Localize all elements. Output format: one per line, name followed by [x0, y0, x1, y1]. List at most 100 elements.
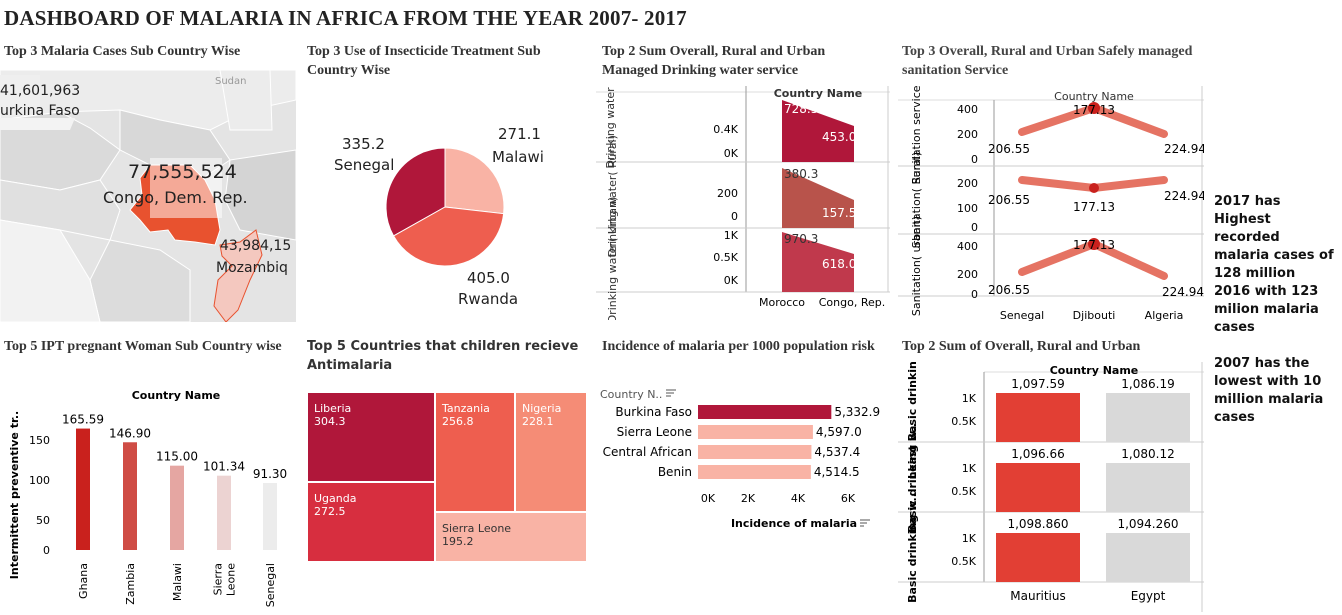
- sort-icon[interactable]: [666, 389, 676, 397]
- incidence-country-label: Sierra Leone: [617, 425, 692, 439]
- incidence-bar[interactable]: [698, 465, 811, 479]
- ipt-category-label: Malawi: [171, 563, 184, 601]
- ipt-bar-chart[interactable]: Country Name Intermittent preventive tr.…: [0, 385, 296, 610]
- basic-r1-tick1: 1K: [962, 392, 977, 405]
- ipt-tick-50: 50: [36, 514, 50, 527]
- basic-r1-v2: 1,086.19: [1121, 377, 1174, 391]
- basic-r3-v2: 1,094.260: [1117, 517, 1178, 531]
- water-x-morocco: Morocco: [759, 296, 805, 309]
- basic-r2-v2: 1,080.12: [1121, 447, 1174, 461]
- incidence-country-label: Benin: [658, 465, 692, 479]
- water-r1-v2: 453.0: [822, 130, 856, 144]
- incidence-xlabel: Incidence of malaria: [731, 517, 857, 530]
- incidence-bar[interactable]: [698, 405, 832, 419]
- treemap-title: Top 5 Countries that children recieve An…: [307, 339, 579, 373]
- water-r2-v1: 380.3: [784, 167, 818, 181]
- water-area-chart[interactable]: Country Name Drinking water 0.4K 0K 728.…: [596, 86, 890, 320]
- ipt-category-label: Sierra: [212, 563, 225, 595]
- dashboard-title: DASHBOARD OF MALARIA IN AFRICA FROM THE …: [4, 6, 687, 30]
- mozambique-region: [213, 229, 263, 322]
- treemap-cell-nigeria[interactable]: Nigeria 228.1: [515, 392, 587, 512]
- ipt-value-label: 115.00: [156, 450, 198, 464]
- note-2016: 2016 with 123 milion malaria cases: [1214, 284, 1319, 335]
- san-x-algeria: Algeria: [1145, 309, 1184, 322]
- ipt-bar-zambia[interactable]: [123, 442, 137, 550]
- incidence-bar-chart[interactable]: Country N.. Burkina Faso 5,332.9 Sierra Le…: [596, 382, 892, 542]
- note-2017: 2017 has Highest recorded malaria cases …: [1214, 194, 1334, 281]
- ipt-category-label: Leone: [225, 563, 238, 596]
- water-r1-v1: 728.5: [784, 102, 818, 116]
- ipt-bar-malawi[interactable]: [170, 465, 184, 550]
- water-r2-tick2: 0: [731, 210, 738, 223]
- antimalaria-treemap[interactable]: Liberia 304.3 Tanzania 256.8 Nigeria 228…: [307, 392, 587, 562]
- ipt-value-label: 91.30: [253, 467, 287, 481]
- mozambique-value: 43,984,15: [220, 238, 292, 254]
- san-r2-v3: 224.94: [1164, 189, 1204, 203]
- water-r2-v2: 157.5: [822, 206, 856, 220]
- pie-slice-rwanda[interactable]: [392, 206, 505, 267]
- san-r3-tick1: 400: [957, 240, 978, 253]
- basic-x-egypt: Egypt: [1131, 589, 1166, 603]
- inc-tick-6k: 6K: [841, 492, 856, 505]
- insecticide-pie-chart[interactable]: [300, 110, 590, 320]
- incidence-header: Country N..: [600, 388, 662, 401]
- tm-liberia-name: Liberia: [314, 402, 352, 415]
- basic-r2-v1: 1,096.66: [1011, 447, 1064, 461]
- basic-r2-tick2: 0.5K: [951, 485, 976, 498]
- san-r1-v3: 224.94: [1164, 142, 1204, 156]
- treemap-cell-liberia[interactable]: Liberia 304.3: [307, 392, 435, 482]
- water-title: Top 2 Sum Overall, Rural and Urban Manag…: [602, 44, 826, 78]
- water-x-congo: Congo, Rep.: [819, 296, 885, 309]
- water-area-2: [782, 168, 854, 228]
- tm-sierra-leone-value: 195.2: [442, 535, 474, 548]
- san-row2-label: Sanitation( Rural): [910, 152, 923, 248]
- san-r2-tick2: 100: [957, 202, 978, 215]
- ipt-category-label: Senegal: [264, 563, 277, 607]
- basic-x-mauritius: Mauritius: [1010, 589, 1065, 603]
- water-r1-tick1: 0.4K: [713, 123, 738, 136]
- inc-tick-2k: 2K: [741, 492, 756, 505]
- incidence-value-label: 4,597.0: [816, 425, 862, 439]
- water-r3-tick2: 0.5K: [713, 251, 738, 264]
- incidence-bar[interactable]: [698, 445, 812, 459]
- basic-drinking-bar-chart[interactable]: Country Name Least Basic drinking .. 1K …: [898, 362, 1204, 612]
- basic-r2-tick1: 1K: [962, 462, 977, 475]
- sanitation-title: Top 3 Overall, Rural and Urban Safely ma…: [902, 44, 1193, 78]
- pie-slice-malawi[interactable]: [444, 147, 505, 215]
- basic-r1-v1: 1,097.59: [1011, 377, 1064, 391]
- incidence-value-label: 4,514.5: [814, 465, 860, 479]
- ipt-bar-sierra-leone[interactable]: [217, 475, 231, 550]
- basic-r1-tick2: 0.5K: [951, 415, 976, 428]
- san-r3-v2: 177.13: [1073, 238, 1115, 252]
- tm-liberia-value: 304.3: [314, 415, 346, 428]
- sanitation-header: Country Name: [1054, 90, 1134, 103]
- water-area-1: [782, 100, 854, 162]
- tm-tanzania-value: 256.8: [442, 415, 474, 428]
- tm-uganda-name: Uganda: [314, 492, 357, 505]
- san-row1-label: Sanitation services: [910, 86, 923, 184]
- basic-r3-v1: 1,098.860: [1007, 517, 1068, 531]
- treemap-cell-sierra-leone[interactable]: Sierra Leone 195.2: [435, 512, 587, 562]
- water-row2-label: Drinking water( Rural): [606, 135, 619, 257]
- basic-row1-label: Least Basic drinking ..: [906, 362, 919, 479]
- basic-r3-tick1: 1K: [962, 532, 977, 545]
- burkina-value: 41,601,963: [0, 83, 81, 99]
- san-x-senegal: Senegal: [1000, 309, 1044, 322]
- water-r1-tick2: 0K: [724, 147, 739, 160]
- treemap-cell-tanzania[interactable]: Tanzania 256.8: [435, 392, 515, 512]
- treemap-cell-uganda[interactable]: Uganda 272.5: [307, 482, 435, 562]
- ipt-bar-ghana[interactable]: [76, 428, 90, 550]
- incidence-bar[interactable]: [698, 425, 813, 439]
- ipt-tick-100: 100: [29, 474, 50, 487]
- ipt-title: Top 5 IPT pregnant Woman Sub Country wis…: [4, 339, 282, 354]
- africa-map[interactable]: Sudan: [0, 70, 296, 322]
- water-row3-label: Drinking water( Urban): [606, 197, 619, 320]
- basic-title: Top 2 Sum of Overall, Rural and Urban: [902, 339, 1141, 354]
- basic-bar-r3-mauritius: [996, 533, 1080, 582]
- ipt-bar-senegal[interactable]: [263, 483, 277, 550]
- tm-sierra-leone-name: Sierra Leone: [442, 522, 512, 535]
- sort-desc-icon[interactable]: [860, 519, 870, 527]
- inc-tick-0: 0K: [701, 492, 716, 505]
- sanitation-line-chart[interactable]: Country Name Sanitation services 400 200…: [898, 86, 1204, 326]
- pie-slice-senegal[interactable]: [385, 147, 446, 237]
